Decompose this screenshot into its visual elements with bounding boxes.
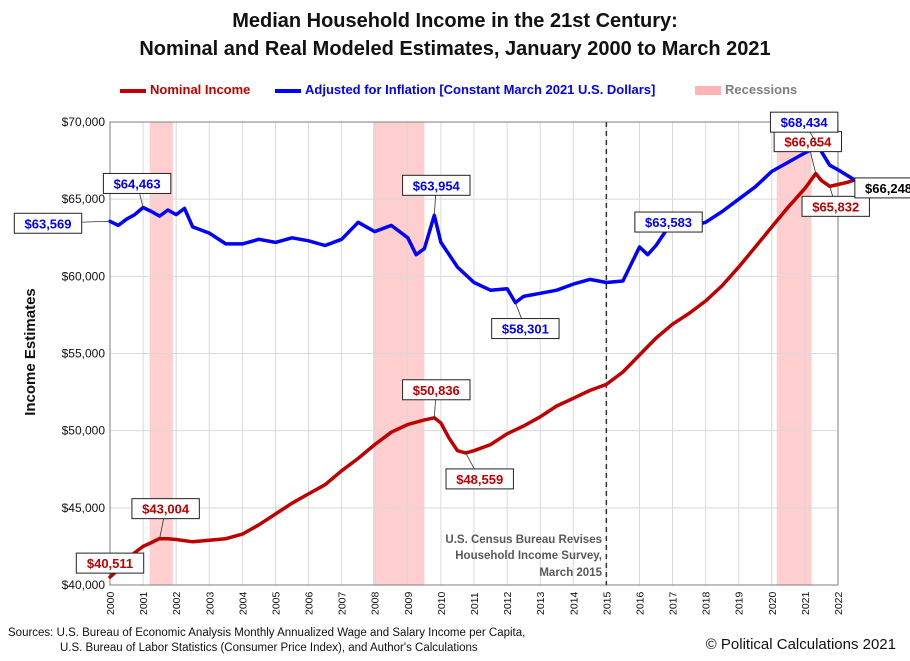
- y-tick-label: $55,000: [62, 347, 106, 361]
- annotation-label: $63,583: [634, 211, 703, 233]
- annotation-box: [801, 195, 870, 217]
- x-tick-label: 2011: [469, 592, 481, 615]
- annotation-text: $40,511: [87, 556, 133, 571]
- legend-label-nominal: Nominal Income: [150, 82, 251, 97]
- x-tick-label: 2001: [138, 591, 150, 615]
- annotation-label: $43,004: [131, 498, 200, 539]
- x-tick-label: 2018: [701, 591, 713, 615]
- annotation-label: $48,559: [445, 452, 514, 490]
- x-tick-label: 2013: [535, 591, 547, 615]
- annotation-text: $63,569: [25, 216, 72, 231]
- annotation-label: $65,832: [801, 186, 870, 217]
- x-tick-label: 2004: [237, 591, 249, 615]
- x-tick-label: 2009: [403, 591, 415, 615]
- y-tick-label: $65,000: [62, 192, 106, 206]
- legend-swatch-real: [275, 88, 301, 93]
- annotation-label: $68,434: [769, 111, 839, 147]
- x-tick-label: 2002: [171, 591, 183, 615]
- x-tick-label: 2003: [204, 591, 216, 615]
- annotation-box: [769, 111, 839, 133]
- x-tick-label: 2015: [601, 591, 613, 615]
- x-tick-label: 2010: [436, 591, 448, 615]
- legend-swatch-nominal: [120, 88, 146, 93]
- annotation-text: $63,954: [413, 178, 461, 193]
- x-tick-label: 2020: [767, 591, 779, 615]
- annotation-label: $40,511: [75, 552, 145, 578]
- revision-note-line3: March 2015: [539, 567, 602, 579]
- annotation-box: [491, 318, 560, 340]
- x-tick-label: 2014: [568, 591, 580, 615]
- annotation-box: [102, 172, 172, 194]
- annotation-label: $64,463: [102, 172, 172, 208]
- source-line-1: Sources: U.S. Bureau of Economic Analysi…: [8, 627, 526, 639]
- x-tick-label: 2006: [304, 591, 316, 615]
- x-tick-label: 2022: [833, 591, 845, 615]
- annotation-text: $66,248: [865, 181, 910, 196]
- copyright: © Political Calculations 2021: [705, 636, 896, 653]
- annotation-box: [75, 552, 145, 574]
- annotation-label: $66,248: [854, 177, 910, 199]
- revision-note-line2: Household Income Survey,: [455, 550, 602, 562]
- x-tick-label: 2012: [502, 591, 514, 615]
- annotation-text: $50,836: [413, 383, 460, 398]
- x-tick-label: 2007: [337, 591, 349, 615]
- y-tick-label: $70,000: [62, 115, 106, 129]
- annotation-label: $63,954: [402, 174, 471, 216]
- legend-item-nominal: Nominal Income: [120, 82, 250, 97]
- x-tick-label: 2021: [800, 591, 812, 615]
- x-tick-label: 2005: [270, 591, 282, 615]
- legend-label-recessions: Recessions: [725, 82, 798, 97]
- y-tick-label: $60,000: [62, 269, 106, 283]
- annotation-text: $43,004: [142, 502, 190, 517]
- x-tick-label: 2008: [370, 591, 382, 615]
- annotation-text: $66,654: [784, 135, 832, 150]
- x-tick-label: 2000: [105, 591, 117, 615]
- annotation-box: [13, 212, 83, 234]
- x-tick-label: 2016: [634, 591, 646, 615]
- annotation-label: $50,836: [402, 379, 471, 418]
- annotation-label: $63,569: [13, 212, 111, 234]
- annotation-box: [445, 468, 514, 490]
- legend-item-real: Adjusted for Inflation [Constant March 2…: [275, 82, 655, 97]
- y-tick-label: $45,000: [62, 501, 106, 515]
- source-note: Sources: U.S. Bureau of Economic Analysi…: [8, 626, 525, 656]
- annotation-text: $48,559: [456, 472, 503, 487]
- annotation-box: [402, 174, 471, 196]
- chart-subtitle: Nominal and Real Modeled Estimates, Janu…: [139, 38, 771, 60]
- annotation-text: $65,832: [812, 199, 859, 214]
- y-tick-label: $40,000: [62, 578, 106, 592]
- annotation-box: [854, 177, 910, 199]
- series-line-real: [108, 144, 857, 305]
- annotation-box: [402, 379, 471, 401]
- legend-label-real: Adjusted for Inflation [Constant March 2…: [305, 82, 656, 97]
- annotation-label: $66,654: [773, 131, 843, 174]
- revision-note: U.S. Census Bureau Revises Household Inc…: [445, 534, 602, 579]
- y-tick-label: $50,000: [62, 424, 106, 438]
- annotation-text: $63,583: [645, 215, 692, 230]
- x-tick-label: 2019: [734, 591, 746, 615]
- legend-swatch-recessions: [695, 86, 721, 96]
- x-tick-label: 2017: [668, 591, 680, 615]
- annotation-text: $64,463: [114, 176, 161, 191]
- annotation-text: $68,434: [781, 115, 829, 130]
- revision-note-line1: U.S. Census Bureau Revises: [445, 534, 602, 546]
- chart-title: Median Household Income in the 21st Cent…: [232, 10, 678, 32]
- annotation-label: $58,301: [491, 302, 560, 340]
- annotation-box: [131, 498, 200, 520]
- y-axis-label: Income Estimates: [22, 288, 39, 416]
- annotation-box: [634, 211, 703, 233]
- series-line-nominal: [108, 171, 857, 579]
- annotation-text: $58,301: [502, 322, 549, 337]
- legend-item-recessions: Recessions: [695, 82, 797, 97]
- source-line-2: U.S. Bureau of Labor Statistics (Consume…: [60, 642, 478, 654]
- plot-frame: [109, 121, 839, 586]
